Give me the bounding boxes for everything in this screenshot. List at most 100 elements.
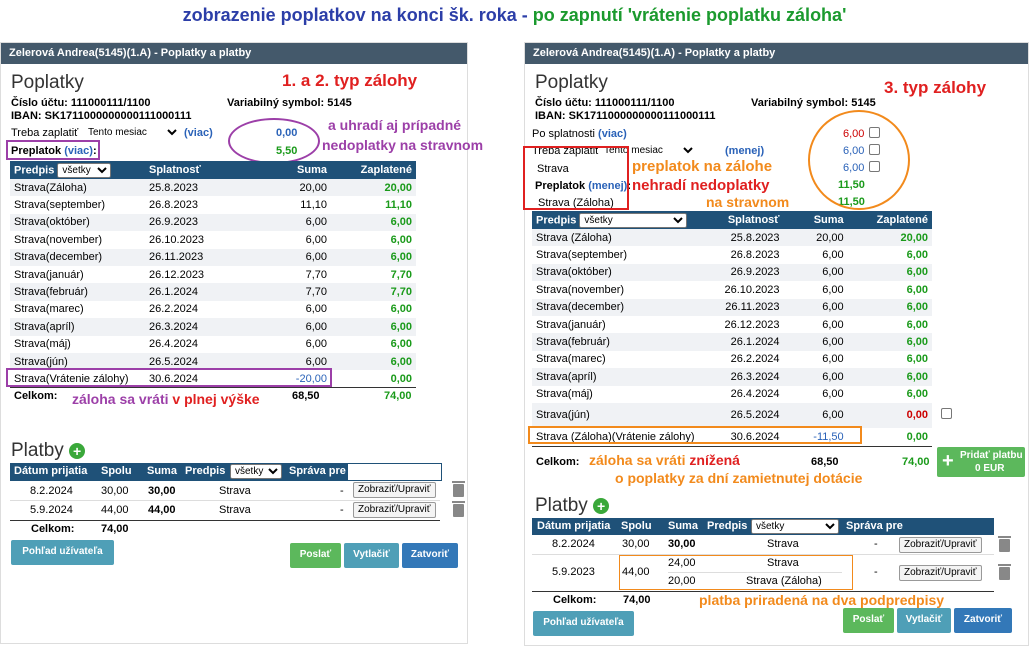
right-predpis-filter[interactable]: všetky bbox=[579, 212, 688, 228]
left-ph-datum: Dátum prijatia bbox=[14, 465, 88, 477]
left-predpis-filter[interactable]: všetky bbox=[57, 162, 112, 178]
left-row-predpis: Strava(február) bbox=[14, 286, 88, 299]
left-cislo-uctu: Číslo účtu: 111000111/1100 bbox=[11, 97, 151, 109]
left-treba-label-text: Treba zaplatiť bbox=[11, 127, 79, 139]
left-platba2-delete-icon[interactable] bbox=[452, 501, 465, 517]
right-ph-suma: Suma bbox=[668, 520, 698, 532]
left-ph-sprava: Správa pre bbox=[289, 465, 346, 477]
left-var-symbol: Variabilný symbol: 5145 bbox=[227, 97, 352, 109]
left-vytlacit-button[interactable]: Vytlačiť bbox=[344, 543, 399, 568]
left-table-row: Strava(október) 26.9.2023 6,00 6,00 bbox=[10, 213, 416, 232]
left-table-row: Strava(marec) 26.2.2024 6,00 6,00 bbox=[10, 301, 416, 318]
right-table-row: Strava(november) 26.10.2023 6,00 6,00 bbox=[532, 281, 932, 298]
right-row-suma: 6,00 bbox=[822, 266, 844, 279]
left-row-splatnost: 26.11.2023 bbox=[149, 251, 204, 264]
left-platba1-zobrazit-button[interactable]: Zobraziť/Upraviť bbox=[353, 482, 436, 498]
add-platba-icon[interactable]: + bbox=[69, 442, 86, 459]
left-row-suma: 6,00 bbox=[305, 338, 327, 351]
right-menej-link[interactable]: (menej) bbox=[725, 145, 765, 157]
right-poslat-button[interactable]: Poslať bbox=[843, 608, 894, 633]
left-treba-zaplatit-label: Treba zaplatiť bbox=[11, 127, 78, 139]
right-platba2-suma2: 20,00 bbox=[668, 575, 696, 587]
left-zatvorit-button[interactable]: Zatvoriť bbox=[402, 543, 458, 568]
left-row-zaplatene: 0,00 bbox=[390, 372, 412, 385]
right-platby-celkom-label: Celkom: bbox=[553, 594, 597, 606]
right-preplatok-link[interactable]: (menej) bbox=[588, 180, 628, 192]
right-row-splatnost: 26.2.2024 bbox=[730, 353, 780, 366]
right-platba2-delete-icon[interactable] bbox=[998, 564, 1011, 580]
left-platby-celkom-label: Celkom: bbox=[31, 523, 75, 535]
right-table-row: Strava(marec) 26.2.2024 6,00 6,00 bbox=[532, 351, 932, 368]
right-platba1-zobrazit-button[interactable]: Zobraziť/Upraviť bbox=[899, 537, 982, 553]
left-platba1-delete-icon[interactable] bbox=[452, 481, 465, 497]
right-platba-divider bbox=[532, 554, 994, 555]
left-platba2-zobrazit-button[interactable]: Zobraziť/Upraviť bbox=[353, 502, 436, 518]
right-add-platba-icon[interactable]: + bbox=[593, 497, 610, 514]
left-table-row: Strava(máj) 26.4.2024 6,00 6,00 bbox=[10, 336, 416, 353]
pridat-platbu-button[interactable]: + Pridať platbu 0 EUR bbox=[937, 447, 1025, 477]
pridat-plus-icon: + bbox=[942, 450, 954, 472]
right-preplatok-highlight bbox=[523, 146, 629, 210]
ann-zaloha-vrati-left: záloha sa vráti v plnej výške bbox=[72, 391, 260, 407]
right-zatvorit-button[interactable]: Zatvoriť bbox=[954, 608, 1012, 633]
left-poslat-button[interactable]: Poslať bbox=[290, 543, 341, 568]
right-row-splatnost: 30.6.2024 bbox=[730, 430, 780, 443]
left-treba-select[interactable]: Tento mesiac bbox=[84, 125, 180, 140]
right-row-zaplatene: 0,00 bbox=[906, 409, 928, 422]
right-pane-header: Zelerová Andrea(5145)(1.A) - Poplatky a … bbox=[525, 43, 1028, 64]
right-row-splatnost: 26.3.2024 bbox=[730, 370, 780, 383]
right-platba1-delete-icon[interactable] bbox=[998, 536, 1011, 552]
left-platby-header-ext bbox=[348, 463, 442, 481]
right-row-zaplatene: 0,00 bbox=[906, 430, 928, 443]
left-platba1-date: 8.2.2024 bbox=[30, 485, 73, 497]
left-platba-row: 8.2.2024 30,00 30,00 Strava - bbox=[10, 482, 470, 501]
left-preplatok-highlight bbox=[6, 140, 100, 160]
right-poplatky-title: Poplatky bbox=[535, 72, 608, 93]
left-th-splatnost: Splatnosť bbox=[149, 164, 201, 176]
left-platby-celkom-value: 74,00 bbox=[101, 523, 129, 535]
left-row-splatnost: 26.12.2023 bbox=[149, 268, 205, 281]
left-ellipse-highlight bbox=[228, 118, 320, 164]
right-row-suma: 6,00 bbox=[822, 388, 844, 401]
right-platba1-date: 8.2.2024 bbox=[552, 538, 595, 550]
right-platba2-sprava: - bbox=[874, 566, 878, 578]
left-preplatok-link[interactable]: (viac) bbox=[64, 145, 93, 157]
right-th-suma: Suma bbox=[813, 214, 844, 226]
left-table-row: Strava(december) 26.11.2023 6,00 6,00 bbox=[10, 248, 416, 266]
left-table-body: Strava(Záloha) 25.8.2023 20,00 20,00 Strava(… bbox=[10, 179, 416, 388]
right-platba2-predpis2: Strava (Záloha) bbox=[746, 575, 822, 587]
left-table-row: Strava(jún) 26.5.2024 6,00 6,00 bbox=[10, 352, 416, 371]
left-pane-header: Zelerová Andrea(5145)(1.A) - Poplatky a … bbox=[1, 43, 467, 64]
right-platba2-zobrazit-button[interactable]: Zobraziť/Upraviť bbox=[899, 565, 982, 581]
ann-zaloha-vrati-left-purple: záloha sa vráti bbox=[72, 391, 169, 407]
right-row-zaplatene: 6,00 bbox=[906, 318, 928, 331]
ann-na-stravnom: na stravnom bbox=[706, 194, 790, 210]
left-pohlad-button[interactable]: Pohľad užívateľa bbox=[11, 540, 114, 565]
right-row-splatnost: 26.1.2024 bbox=[730, 336, 780, 349]
left-row-predpis: Strava(november) bbox=[14, 233, 103, 246]
left-table-row: Strava(január) 26.12.2023 7,70 7,70 bbox=[10, 266, 416, 283]
right-platby-filter[interactable]: všetky bbox=[751, 519, 839, 534]
left-viac-link[interactable]: (viac) bbox=[184, 127, 213, 139]
left-row-predpis: Strava(september) bbox=[14, 199, 106, 212]
right-jun-checkbox[interactable] bbox=[941, 408, 952, 419]
right-ph-datum: Dátum prijatia bbox=[537, 520, 611, 532]
left-platby-filter[interactable]: všetky bbox=[230, 464, 282, 479]
right-po-splatnosti-link[interactable]: (viac) bbox=[598, 128, 627, 140]
right-pohlad-button[interactable]: Pohľad užívateľa bbox=[533, 611, 634, 636]
right-row-zaplatene: 6,00 bbox=[906, 336, 928, 349]
right-table-row: Strava (Záloha) 25.8.2023 20,00 20,00 bbox=[532, 229, 932, 247]
left-row-predpis: Strava(máj) bbox=[14, 338, 71, 351]
right-platba1-spolu: 30,00 bbox=[622, 538, 650, 550]
right-row-predpis: Strava (Záloha) bbox=[536, 231, 612, 244]
left-row-predpis: Strava(jún) bbox=[14, 355, 68, 368]
right-row-splatnost: 26.5.2024 bbox=[730, 409, 780, 422]
left-row-splatnost: 26.3.2024 bbox=[149, 320, 198, 333]
ann-zaloha-vrati-left-red: v plnej výške bbox=[172, 391, 260, 407]
right-vytlacit-button[interactable]: Vytlačiť bbox=[897, 608, 951, 633]
right-row-zaplatene: 6,00 bbox=[906, 301, 928, 314]
right-var-symbol: Variabilný symbol: 5145 bbox=[751, 97, 876, 109]
right-row-suma: 6,00 bbox=[822, 409, 844, 422]
left-table-row: Strava(Vrátenie zálohy) 30.6.2024 -20,00 0,… bbox=[10, 370, 416, 387]
left-row-zaplatene: 11,10 bbox=[385, 199, 412, 212]
